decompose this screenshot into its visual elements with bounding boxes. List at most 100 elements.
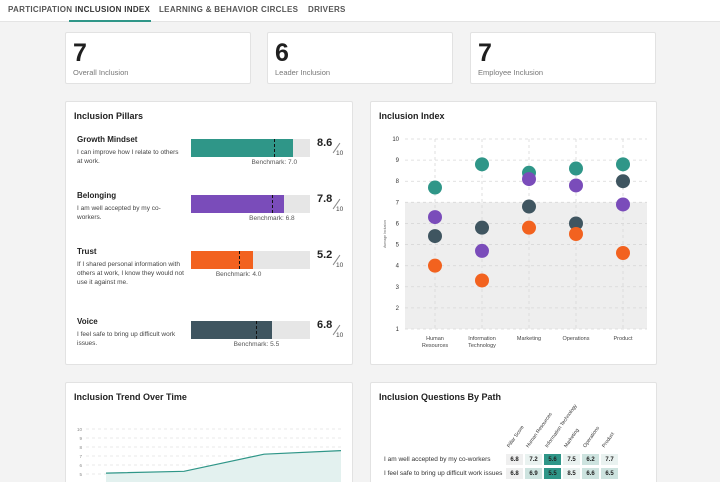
pillar-bar-fill [191, 195, 284, 213]
scatter-point[interactable] [475, 273, 489, 288]
scatter-point[interactable] [475, 157, 489, 172]
benchmark-label: Benchmark: 4.0 [215, 271, 262, 278]
scatter-point[interactable] [475, 220, 489, 235]
column-header: Pillar Score [506, 424, 526, 449]
y-tick-label: 1 [396, 327, 400, 333]
scatter-point[interactable] [428, 180, 442, 195]
question-label: I am well accepted by my co-workers [384, 456, 491, 463]
tab-circles[interactable]: CIRCLES [261, 5, 299, 14]
scatter-point[interactable] [428, 210, 442, 225]
benchmark-marker [238, 251, 240, 269]
heatmap-cell[interactable]: 6.8 [505, 467, 524, 480]
y-tick-label: 3 [396, 285, 400, 291]
inclusion-index-chart: 1 2 3 4 5 6 7 8 9 10 Average Inclusion HumanResourc… [383, 137, 647, 349]
pillar-bar [191, 195, 310, 213]
scatter-point[interactable] [522, 220, 536, 235]
pillar-bar [191, 139, 310, 157]
scatter-point[interactable] [569, 216, 583, 231]
column-header: Marketing [563, 427, 581, 449]
heatmap-cell[interactable]: 6.6 [581, 467, 600, 480]
card-title: Inclusion Index [379, 111, 445, 121]
scatter-point[interactable] [616, 157, 630, 172]
kpi-label: Employee Inclusion [478, 68, 544, 77]
pillar-name: Growth Mindset [77, 135, 138, 144]
scatter-point[interactable] [428, 258, 442, 273]
score-denominator: 10 [336, 206, 344, 213]
y-tick-label: 6 [396, 221, 400, 227]
y-tick-label: 8 [79, 445, 82, 450]
column-header: Product [601, 431, 616, 449]
pillar-score: 8.6 [317, 137, 333, 149]
kpi-label: Leader Inclusion [275, 68, 331, 77]
pillar-description: If I shared personal information with ot… [77, 261, 184, 286]
pillar-score: 6.8 [317, 319, 333, 331]
heatmap-cell[interactable]: 8.5 [562, 467, 581, 480]
benchmark-marker [274, 139, 276, 157]
column-header: Information Technology [544, 403, 579, 449]
card-title: Inclusion Pillars [74, 111, 144, 121]
scatter-point[interactable] [569, 227, 583, 241]
y-tick-label: 9 [79, 436, 82, 441]
y-tick-label: 8 [396, 179, 400, 185]
tab-participation[interactable]: PARTICIPATION [8, 5, 73, 14]
trend-area [106, 450, 341, 482]
kpi-card-leader: 6 Leader Inclusion [267, 32, 453, 84]
x-tick-label: Technology [468, 343, 496, 349]
x-tick-label: Operations [563, 336, 590, 342]
y-tick-label: 5 [396, 243, 400, 249]
inclusion-questions-card: Inclusion Questions By Path Pillar Score… [370, 382, 657, 482]
inclusion-pillars-card: Inclusion Pillars Growth Mindset I can im… [65, 101, 353, 365]
scatter-point[interactable] [569, 161, 583, 176]
card-title: Inclusion Trend Over Time [74, 392, 187, 402]
x-tick-label: Human [426, 336, 444, 342]
tab-learning-behavior[interactable]: LEARNING & BEHAVIOR [159, 5, 259, 14]
pillar-bar [191, 251, 310, 269]
pillar-score: 5.2 [317, 249, 333, 261]
inclusion-index-card: Inclusion Index 1 2 3 4 5 6 7 8 9 10 Average Inclu… [370, 101, 657, 365]
scatter-point[interactable] [475, 243, 489, 258]
column-header: Operations [582, 425, 602, 449]
score-denominator: 10 [336, 150, 344, 157]
heatmap-cell[interactable]: 5.5 [543, 467, 562, 480]
benchmark-label: Benchmark: 6.8 [249, 215, 295, 222]
y-tick-label: 10 [392, 137, 399, 143]
scatter-point[interactable] [522, 172, 536, 187]
tab-drivers[interactable]: DRIVERS [308, 5, 346, 14]
y-tick-label: 7 [396, 200, 400, 206]
heatmap-cell[interactable]: 6.2 [581, 453, 600, 466]
pillar-bar-fill [191, 139, 294, 157]
x-tick-label: Information [468, 336, 496, 342]
heatmap-cell[interactable]: 6.8 [505, 453, 524, 466]
tab-inclusion-index[interactable]: INCLUSION INDEX [75, 5, 151, 14]
trend-line [105, 450, 342, 474]
heatmap-cell[interactable]: 7.2 [524, 453, 543, 466]
scatter-point[interactable] [616, 197, 630, 212]
heatmap-cell[interactable]: 7.7 [600, 453, 619, 466]
scatter-point[interactable] [522, 199, 536, 214]
score-denominator: 10 [336, 332, 344, 339]
scatter-point[interactable] [616, 174, 630, 189]
heatmap-cell[interactable]: 6.5 [600, 467, 619, 480]
pillar-bar [191, 321, 310, 339]
y-tick-label: 4 [396, 264, 400, 270]
x-tick-label: Resources [422, 343, 449, 349]
y-axis-label: Average Inclusion [383, 220, 387, 248]
y-tick-label: 10 [77, 427, 83, 432]
x-tick-label: Product [614, 336, 633, 342]
y-tick-label: 7 [79, 454, 82, 459]
kpi-label: Overall Inclusion [73, 68, 129, 77]
scatter-point[interactable] [428, 229, 442, 244]
score-denominator: 10 [336, 262, 344, 269]
y-tick-label: 2 [396, 306, 400, 312]
y-tick-label: 6 [79, 463, 82, 468]
scatter-point[interactable] [569, 178, 583, 193]
heatmap-cell[interactable]: 6.9 [524, 467, 543, 480]
kpi-value: 7 [73, 39, 87, 67]
heatmap-cell[interactable]: 7.5 [562, 453, 581, 466]
heatmap-cell[interactable]: 5.6 [543, 453, 562, 466]
inclusion-trend-card: Inclusion Trend Over Time 5 6 7 8 9 10 [65, 382, 353, 482]
scatter-point[interactable] [616, 246, 630, 260]
pillar-description: I feel safe to bring up difficult work i… [77, 331, 176, 347]
pillar-name: Trust [77, 247, 97, 256]
benchmark-label: Benchmark: 7.0 [251, 159, 298, 166]
